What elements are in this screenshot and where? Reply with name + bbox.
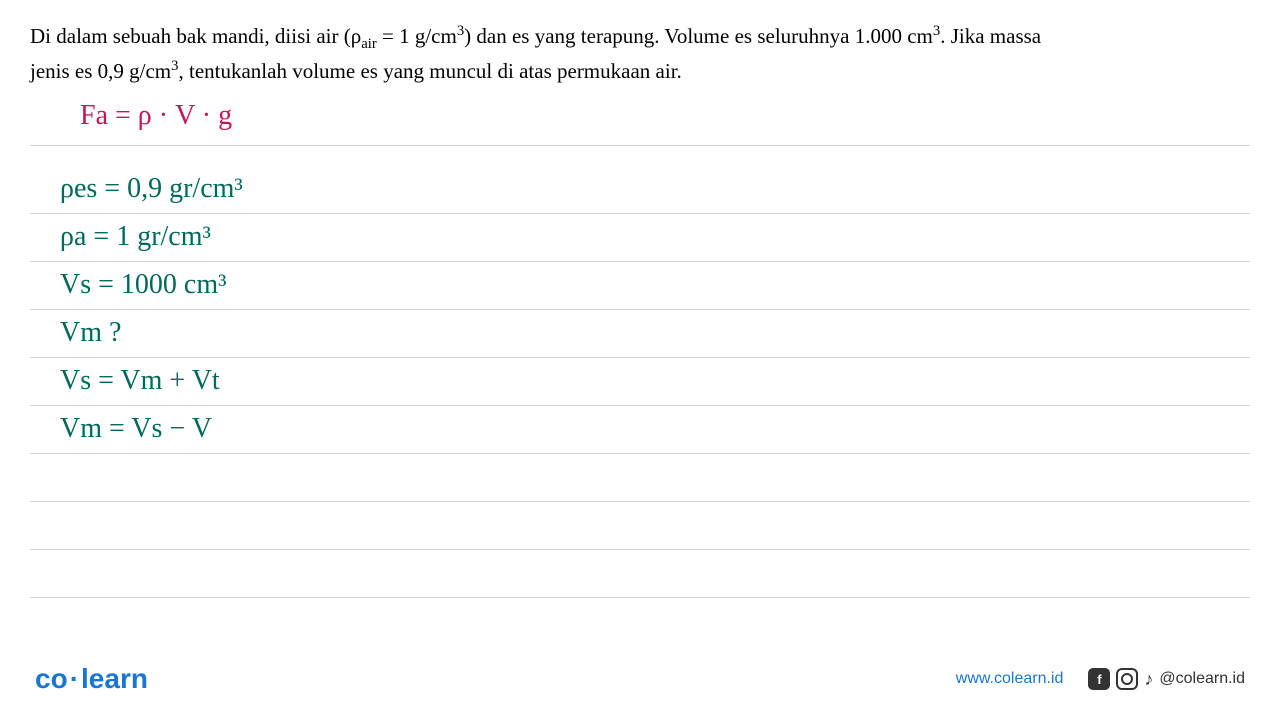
text-fragment: Di dalam sebuah bak mandi, diisi air (ρ (30, 24, 361, 48)
footer-right: www.colearn.id f ♪ @colearn.id (956, 668, 1245, 690)
density-water: ρa = 1 gr/cm³ (60, 221, 211, 253)
empty-line (30, 454, 1250, 502)
website-url: www.colearn.id (956, 670, 1064, 688)
work-line: ρa = 1 gr/cm³ (30, 214, 1250, 262)
volume-total: Vs = 1000 cm³ (60, 269, 227, 301)
density-ice: ρes = 0,9 gr/cm³ (60, 173, 243, 205)
problem-line-1: Di dalam sebuah bak mandi, diisi air (ρa… (30, 20, 1250, 55)
empty-line (30, 550, 1250, 598)
text-fragment: jenis es 0,9 g/cm (30, 59, 171, 83)
gap (30, 146, 1250, 166)
subscript: air (361, 36, 377, 52)
volume-unknown: Vm ? (60, 317, 121, 349)
logo-text-1: co (35, 663, 68, 694)
text-fragment: . Jika massa (940, 24, 1041, 48)
work-line: Vm ? (30, 310, 1250, 358)
superscript: 3 (171, 58, 178, 74)
problem-statement: Di dalam sebuah bak mandi, diisi air (ρa… (0, 0, 1280, 98)
work-line: Vs = Vm + Vt (30, 358, 1250, 406)
notebook-area: Fa = ρ · V · g ρes = 0,9 gr/cm³ ρa = 1 g… (0, 98, 1280, 598)
text-fragment: = 1 g/cm (377, 24, 457, 48)
text-fragment: , tentukanlah volume es yang muncul di a… (179, 59, 682, 83)
archimedes-formula: Fa = ρ · V · g (80, 100, 232, 132)
empty-line (30, 502, 1250, 550)
volume-equation-1: Vs = Vm + Vt (60, 365, 220, 397)
footer: co·learn www.colearn.id f ♪ @colearn.id (0, 663, 1280, 695)
problem-line-2: jenis es 0,9 g/cm3, tentukanlah volume e… (30, 55, 1250, 88)
work-line: Vm = Vs − V (30, 406, 1250, 454)
social-links: f ♪ @colearn.id (1088, 668, 1245, 690)
work-line: ρes = 0,9 gr/cm³ (30, 166, 1250, 214)
text-fragment: ) dan es yang terapung. Volume es seluru… (464, 24, 933, 48)
work-line: Vs = 1000 cm³ (30, 262, 1250, 310)
formula-line: Fa = ρ · V · g (30, 98, 1250, 146)
social-handle: @colearn.id (1159, 670, 1245, 688)
tiktok-icon: ♪ (1144, 669, 1153, 690)
facebook-icon: f (1088, 668, 1110, 690)
logo-text-2: learn (81, 663, 148, 694)
volume-equation-2: Vm = Vs − V (60, 413, 212, 445)
instagram-icon (1116, 668, 1138, 690)
logo-dot: · (70, 663, 79, 694)
colearn-logo: co·learn (35, 663, 148, 695)
